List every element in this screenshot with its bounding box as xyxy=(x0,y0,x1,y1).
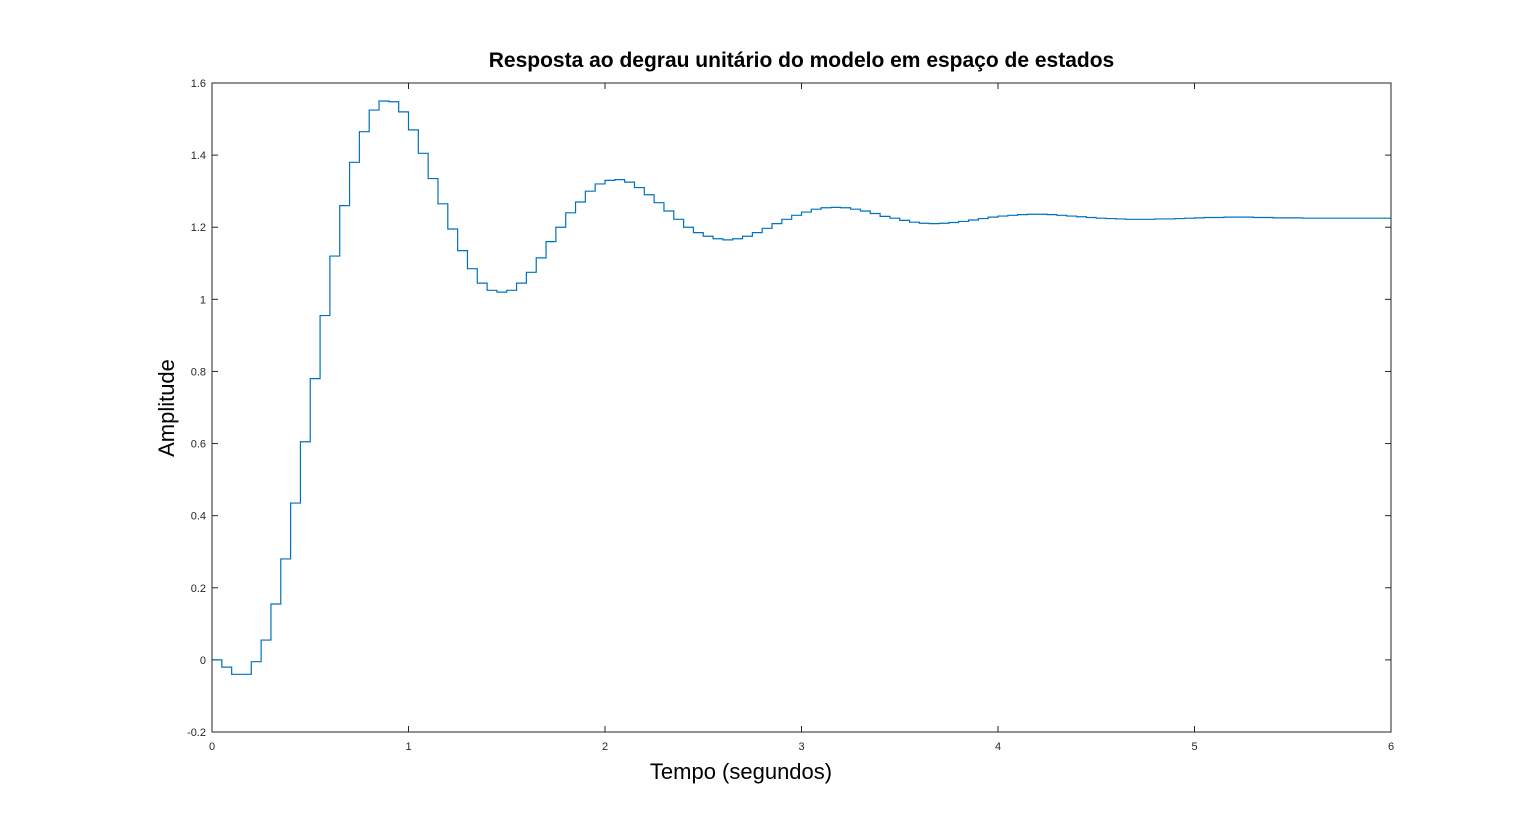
x-axis-label: Tempo (segundos) xyxy=(650,759,832,784)
tick-labels: 0 1 2 3 4 5 6-0.200.20.40.60.811.21.41.6 xyxy=(187,78,1394,753)
plot-area-box xyxy=(211,82,1392,733)
y-tick-label: 1 xyxy=(200,294,206,306)
y-tick-label: 0.4 xyxy=(191,511,206,523)
y-tick-label: 0.6 xyxy=(191,439,206,451)
y-tick-label: 0.2 xyxy=(191,583,206,595)
y-tick-label: 1.6 xyxy=(191,78,206,90)
x-tick-label: 4 xyxy=(995,741,1001,753)
x-tick-label: 5 xyxy=(1191,741,1197,753)
x-tick-label: 1 xyxy=(405,741,411,753)
x-tick-label: 2 xyxy=(602,741,608,753)
plot-area-background xyxy=(212,83,1391,732)
y-tick-label: -0.2 xyxy=(187,727,206,739)
step-response-line xyxy=(212,100,1391,675)
y-tick-label: 1.2 xyxy=(191,222,206,234)
x-tick-label: 3 xyxy=(798,741,804,753)
x-tick-label: 6 xyxy=(1388,741,1394,753)
y-tick-label: 0.8 xyxy=(191,366,206,378)
y-tick-label: 1.4 xyxy=(191,150,206,162)
y-tick-label: 0 xyxy=(200,655,206,667)
y-axis-label: Amplitude xyxy=(154,359,179,457)
x-tick-label: 0 xyxy=(209,741,215,753)
chart-title: Resposta ao degrau unitário do modelo em… xyxy=(489,49,1114,72)
